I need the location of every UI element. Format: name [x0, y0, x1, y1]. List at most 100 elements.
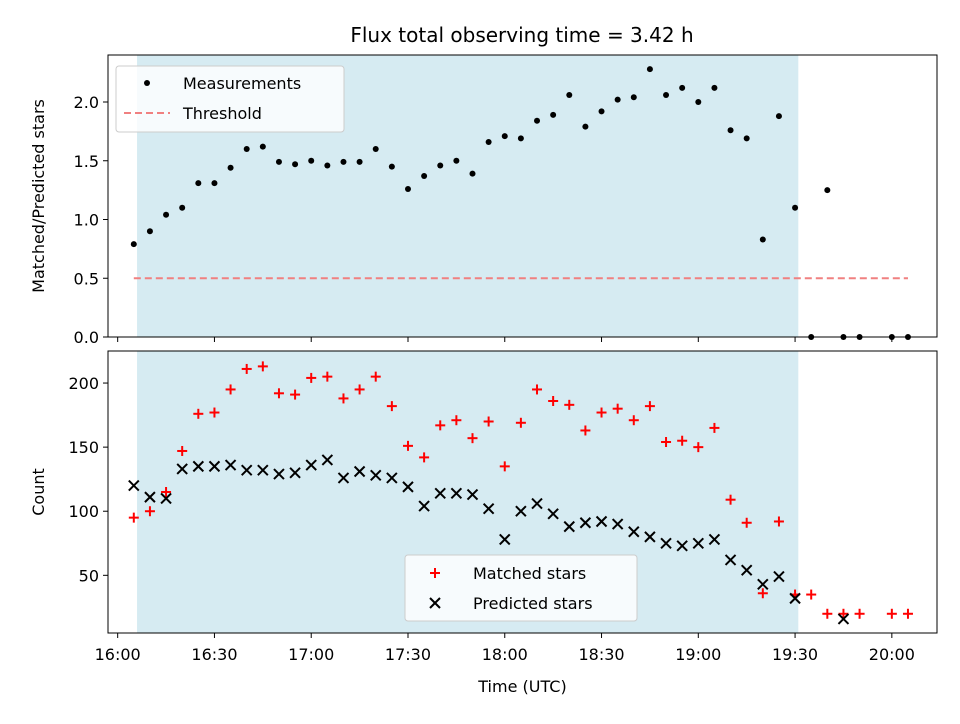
measurement-point	[598, 108, 605, 115]
predicted-point	[628, 526, 640, 538]
matched-point	[306, 372, 317, 383]
predicted-point-b	[563, 520, 575, 533]
matched-point	[644, 401, 655, 412]
predicted-point	[579, 517, 592, 529]
top-axes-frame	[107, 54, 938, 338]
predicted-point-b	[708, 533, 721, 546]
measurement-point	[663, 91, 670, 98]
xtick-label: 16:00	[95, 645, 141, 664]
measurement-point	[308, 157, 315, 164]
matched-point	[370, 371, 381, 382]
measurement-point	[130, 241, 137, 248]
matched-point	[693, 442, 704, 453]
matched-point	[854, 608, 865, 619]
xtick-label: 17:00	[288, 645, 334, 664]
matched-point	[354, 384, 365, 395]
bottom-axes-frame	[107, 350, 938, 634]
predicted-point-b	[482, 502, 495, 515]
measurement-point	[469, 170, 476, 177]
matched-point	[580, 425, 591, 436]
top-legend: Measurements Threshold	[115, 65, 345, 133]
measurement-point	[775, 113, 782, 120]
bottom-y-ticks: 50 100 150 200	[68, 374, 108, 585]
predicted-point-b	[531, 497, 543, 510]
predicted-point-b	[418, 500, 430, 512]
matched-point	[773, 516, 784, 527]
matched-point	[532, 384, 543, 395]
predicted-point-b	[289, 467, 301, 479]
measurement-point	[437, 162, 444, 169]
xtick-label: 18:30	[578, 645, 624, 664]
legend-plus	[430, 568, 440, 578]
bot-ytick-label: 200	[68, 374, 99, 393]
measurement-point	[614, 96, 621, 103]
predicted-point	[515, 505, 527, 517]
measurement-point	[566, 91, 573, 98]
predicted-point-b	[837, 613, 850, 625]
legend-matched-stars: Matched stars	[473, 564, 586, 583]
predicted-point-b	[789, 592, 801, 605]
measurement-point	[501, 133, 508, 140]
matched-point	[386, 401, 397, 412]
measurement-point	[340, 158, 347, 165]
matched-point	[902, 608, 913, 619]
measurements-legend-marker	[144, 80, 150, 86]
measurement-point	[259, 143, 266, 150]
measurement-point	[421, 173, 428, 180]
predicted-legend-marker	[429, 597, 441, 609]
predicted-point-b	[450, 487, 463, 499]
predicted-point	[305, 459, 317, 471]
count-panel: 50 100 150 200 16:00 16:30 17:00 17:30 18:00 18:…	[29, 350, 938, 696]
predicted-point	[466, 488, 479, 501]
measurement-point	[695, 99, 702, 105]
predicted-point	[160, 492, 172, 505]
predicted-point-b	[611, 518, 624, 530]
predicted-point-b	[208, 460, 221, 473]
predicted-point-b	[499, 533, 511, 546]
matched-point	[451, 415, 462, 426]
predicted-point-b	[176, 463, 188, 475]
matched-point	[564, 399, 575, 410]
predicted-point-b	[466, 488, 479, 501]
top-y-axis-label: Matched/Predicted stars	[29, 99, 48, 293]
predicted-point-b	[773, 570, 785, 583]
predicted-point	[434, 487, 446, 499]
matched-point	[483, 416, 494, 427]
matched-point	[177, 445, 188, 456]
predicted-point	[482, 502, 495, 515]
matched-point	[838, 608, 849, 619]
predicted-point	[337, 472, 350, 484]
predicted-point	[386, 472, 398, 484]
xtick-label: 19:00	[675, 645, 721, 664]
measurement-point	[243, 146, 250, 152]
top-ytick-label: 0.0	[74, 328, 99, 347]
matched-point	[677, 435, 688, 446]
predicted-point	[708, 533, 721, 546]
predicted-point	[837, 613, 850, 625]
bottom-legend: Matched stars Predicted stars	[404, 554, 638, 622]
predicted-point-b	[660, 537, 672, 549]
bottom-x-ticks: 16:00 16:30 17:00 17:30 18:00 18:30 19:00 19:30…	[95, 633, 915, 664]
bot-ytick-label: 50	[79, 566, 99, 585]
matched-point	[725, 494, 736, 505]
matched-point	[741, 517, 752, 528]
bot-ytick-label: 150	[68, 438, 99, 457]
predicted-point	[740, 564, 753, 576]
predicted-point-b	[353, 465, 366, 478]
matched-point	[806, 589, 817, 600]
predicted-point	[499, 533, 511, 546]
predicted-point	[595, 515, 608, 528]
predicted-point-b	[305, 459, 317, 471]
measurement-point	[292, 161, 299, 168]
measurement-point	[195, 180, 202, 187]
matched-point	[757, 588, 768, 599]
predicted-point	[257, 464, 269, 476]
predicted-point	[789, 592, 801, 605]
predicted-point-b	[644, 531, 656, 543]
matched-point	[886, 608, 897, 619]
measurement-point	[517, 135, 524, 142]
predicted-point	[289, 467, 301, 479]
measurement-point	[582, 123, 589, 130]
top-ytick-label: 2.0	[74, 93, 99, 112]
predicted-point-b	[547, 508, 559, 520]
